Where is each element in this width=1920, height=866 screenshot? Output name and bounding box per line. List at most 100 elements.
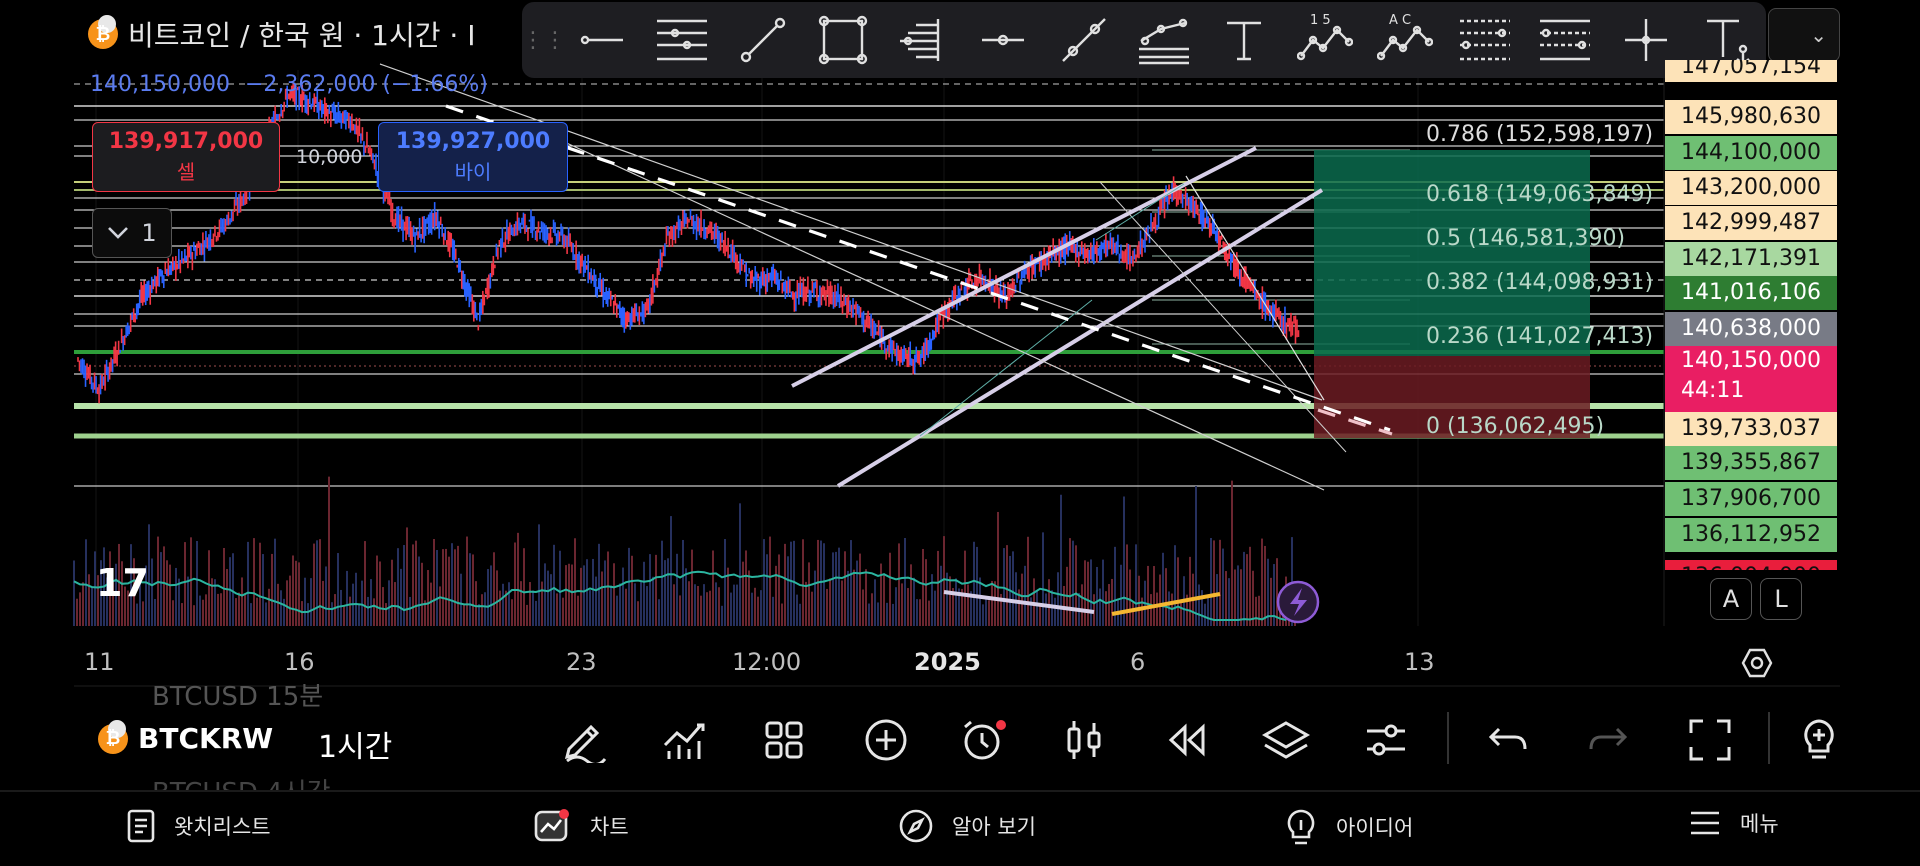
target-zone [1314, 150, 1590, 356]
price-chart[interactable]: 17 [0, 0, 1920, 690]
grip-handle-icon[interactable]: ⋮⋮ [522, 27, 566, 53]
price-label: 139,355,867 [1665, 446, 1837, 480]
pitchfork-tool[interactable] [1124, 2, 1204, 78]
sell-label: 셀 [176, 160, 196, 184]
nav-ideas[interactable]: 아이디어 [1284, 808, 1413, 846]
bitcoin-icon: ₿ [88, 15, 118, 49]
undo-button[interactable] [1478, 712, 1538, 768]
nav-ideas-label: 아이디어 [1336, 816, 1414, 840]
plus-circle-icon [865, 719, 907, 761]
chart-select-dropdown[interactable]: ⌄ [1768, 8, 1840, 62]
trend-line [919, 299, 1093, 437]
divergence-line [1111, 592, 1221, 616]
symbol-title[interactable]: ₿ 비트코인 / 한국 원 · 1시간 · I [88, 14, 475, 54]
regression-channel-icon [1540, 19, 1591, 61]
add-button[interactable] [856, 712, 916, 768]
trend-line-icon [740, 17, 785, 63]
nav-chart[interactable]: 차트 [534, 808, 629, 844]
time-tick-year: 2025 [914, 648, 981, 676]
price-label: 142,999,487 [1665, 206, 1837, 240]
fib-level-label: 0.618 (149,063,849) [1426, 182, 1653, 207]
alert-button[interactable] [954, 712, 1014, 768]
tradingview-logo-icon: 17 [96, 561, 149, 605]
price-label: 136,112,952 [1665, 518, 1837, 552]
price-label: 143,200,000 [1665, 171, 1837, 205]
sell-button[interactable]: 139,917,000 셀 [92, 122, 280, 192]
wave-label: 1 5 [1310, 13, 1331, 28]
crosshair-icon [1624, 19, 1667, 61]
candles-icon [1067, 721, 1101, 759]
parallel-lines-icon [657, 19, 708, 61]
nav-menu[interactable]: 메뉴 [1688, 808, 1779, 838]
trend-line [1099, 181, 1347, 453]
layout-button[interactable] [754, 712, 814, 768]
symbol-selector[interactable]: ₿ BTCKRW [98, 719, 273, 755]
chart-nav-icon [534, 809, 569, 842]
time-tick: 12:00 [732, 648, 802, 676]
text-icon [1227, 21, 1262, 61]
interval-selector[interactable]: 1시간 [318, 730, 393, 765]
nav-watchlist[interactable]: 왓치리스트 [126, 808, 271, 844]
fib-ratio: 0 [1426, 414, 1440, 439]
horizontal-ray-icon [580, 35, 624, 45]
fib-value: (141,027,413) [1488, 324, 1654, 349]
regression-channel-tool[interactable] [1525, 2, 1605, 78]
draw-tool-button[interactable] [554, 712, 614, 768]
text-tool[interactable] [1204, 2, 1284, 78]
undo-icon [1488, 727, 1527, 750]
layers-button[interactable] [1256, 712, 1316, 768]
replay-button[interactable] [1156, 712, 1216, 768]
indicators-button[interactable] [654, 712, 714, 768]
elliott-wave-tool[interactable]: 1 5 [1284, 2, 1364, 78]
fib-level-label: 0.236 (141,027,413) [1426, 324, 1653, 349]
trend-line [1095, 183, 1185, 241]
drawing-toolbar[interactable]: ⋮⋮ 1 5 A C [522, 2, 1766, 78]
price-change: −2,362,000 (−1.66%) [244, 72, 488, 97]
trend-line-tool[interactable] [723, 2, 803, 78]
indicator-collapse-button[interactable]: 1 [92, 208, 172, 258]
scale-settings-icon[interactable] [1740, 646, 1774, 680]
crosshair-tool[interactable] [1605, 2, 1685, 78]
parallel-lines-tool[interactable] [642, 2, 722, 78]
fullscreen-button[interactable] [1680, 712, 1740, 768]
toolbar-divider [1447, 712, 1449, 764]
horizontal-ray-tool[interactable] [562, 2, 642, 78]
price-label: 142,171,391 [1665, 242, 1837, 276]
settings-button[interactable] [1356, 712, 1416, 768]
lightbulb-icon [1287, 809, 1315, 845]
redo-button[interactable] [1578, 712, 1638, 768]
fib-ratio: 0.382 [1426, 270, 1489, 295]
log-scale-button[interactable]: L [1760, 578, 1802, 620]
time-tick: 23 [566, 648, 597, 676]
price-label: 139,733,037 [1665, 412, 1837, 446]
indicators-icon [663, 723, 705, 759]
nav-explore[interactable]: 알아 보기 [898, 808, 1036, 844]
fib-channel-tool[interactable] [1445, 2, 1525, 78]
fib-retracement-tool[interactable] [883, 2, 963, 78]
time-tick: 16 [284, 648, 315, 676]
chart-area[interactable]: 17 ₿ 비트코인 / 한국 원 · 1시간 · I 140,150,000 −… [0, 0, 1920, 690]
pencil-icon [564, 724, 607, 763]
abc-label: A C [1389, 13, 1411, 28]
anchored-text-icon [1706, 19, 1750, 64]
rectangle-tool[interactable] [803, 2, 883, 78]
horizontal-line-tool[interactable] [963, 2, 1043, 78]
buy-button[interactable]: 139,927,000 바이 [378, 122, 568, 192]
abcd-pattern-tool[interactable]: A C [1365, 2, 1445, 78]
chevron-down-icon [108, 227, 129, 239]
lightbulb-icon [1804, 719, 1834, 759]
extended-line-tool[interactable] [1044, 2, 1124, 78]
nav-chart-label: 차트 [590, 815, 629, 839]
compass-icon [899, 809, 933, 843]
fib-level-label: 0.382 (144,098,931) [1426, 270, 1653, 295]
auto-scale-button[interactable]: A [1710, 578, 1752, 620]
trend-line [559, 139, 1325, 491]
rewind-icon [1168, 723, 1205, 757]
time-tick: 11 [84, 648, 115, 676]
watchlist-icon [127, 809, 155, 843]
last-price: 140,150,000 [90, 72, 230, 97]
ideas-button[interactable] [1796, 712, 1844, 768]
chart-type-button[interactable] [1054, 712, 1114, 768]
price-label: 141,016,106 [1665, 276, 1837, 310]
bar-countdown: 44:11 [1681, 378, 1745, 403]
